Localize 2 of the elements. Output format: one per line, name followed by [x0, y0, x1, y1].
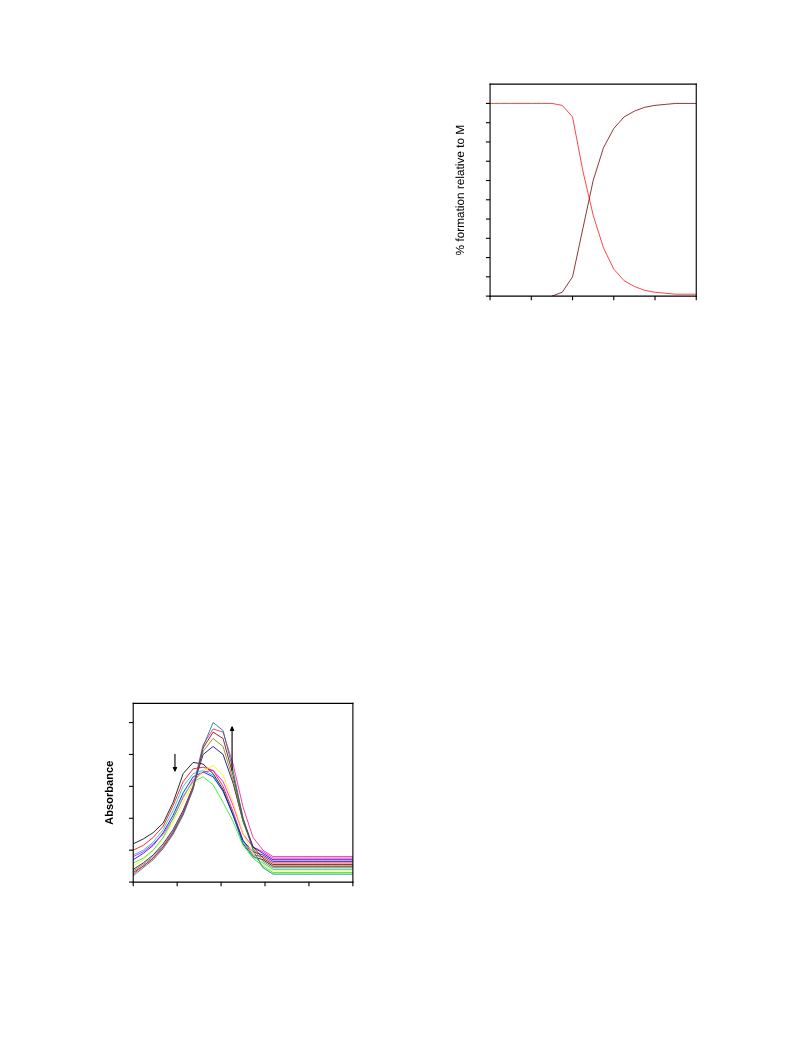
y-axis-title: Absorbance [104, 761, 113, 825]
y-axis-title: % formation relative to M [455, 125, 465, 255]
